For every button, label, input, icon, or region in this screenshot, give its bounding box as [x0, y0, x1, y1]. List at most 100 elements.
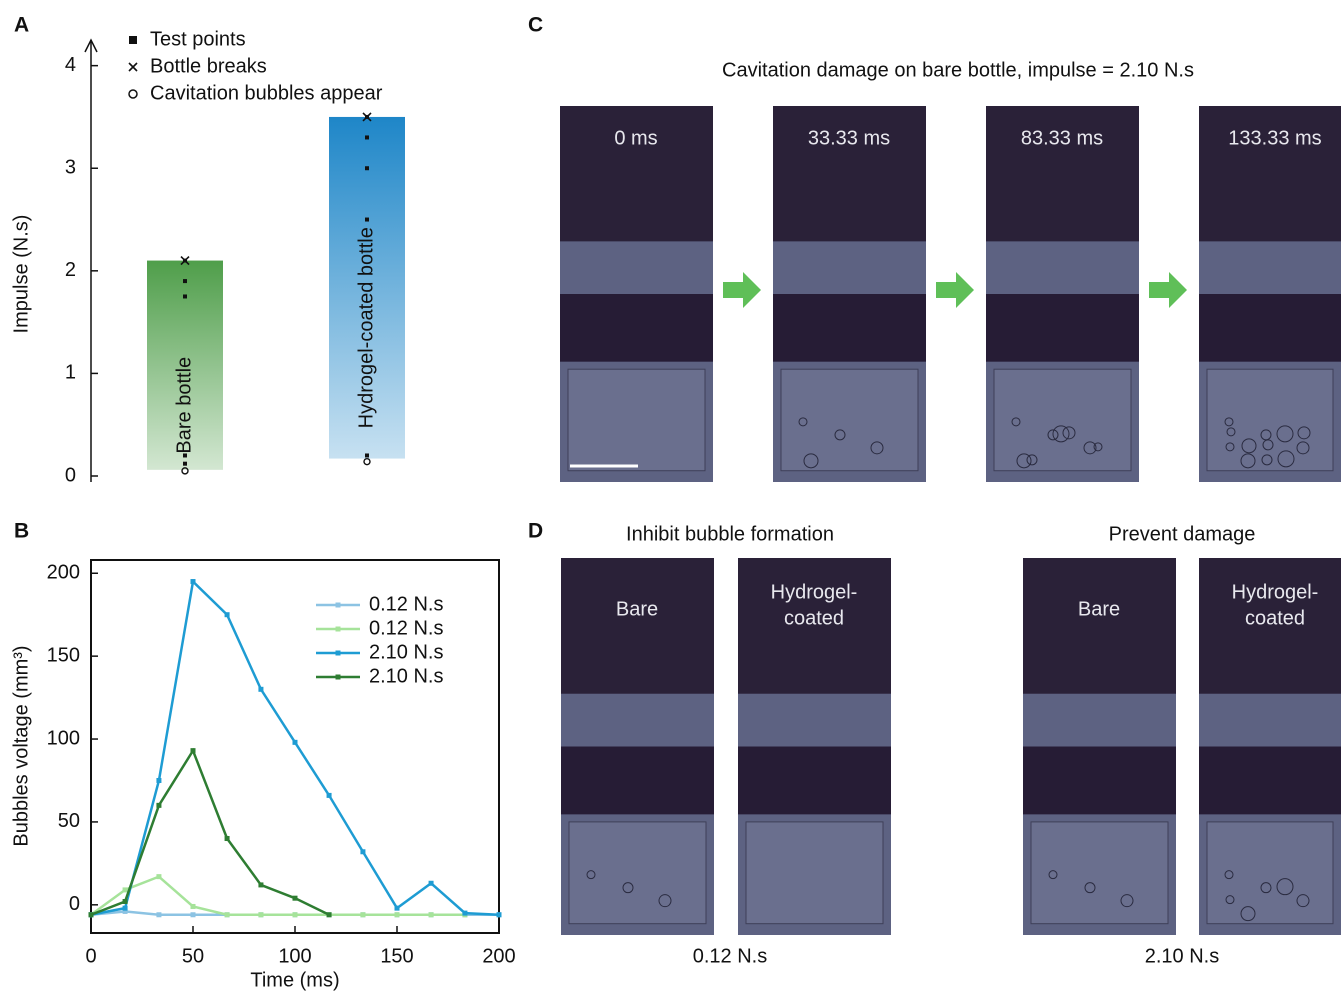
y-tick-label: 1	[65, 362, 76, 384]
y-tick-label: 100	[47, 727, 80, 749]
x-tick-label: 0	[85, 945, 96, 967]
series-line	[90, 875, 465, 917]
y-axis-label: Impulse (N.s)	[10, 215, 32, 334]
photo-label: Hydrogel-	[771, 581, 858, 603]
group-title: Prevent damage	[1109, 523, 1256, 545]
photo-label: 0 ms	[614, 127, 657, 149]
arrow	[936, 272, 974, 308]
cap	[738, 558, 891, 694]
y-tick-label: 150	[47, 644, 80, 666]
photo	[560, 106, 713, 482]
point	[258, 686, 264, 692]
legend-marker	[335, 602, 341, 608]
cap	[986, 106, 1139, 242]
bubble	[1226, 427, 1236, 437]
point	[360, 849, 366, 855]
bubble	[1277, 450, 1295, 468]
group-caption: 2.10 N.s	[1145, 945, 1219, 967]
point	[122, 905, 128, 911]
bubble	[1224, 417, 1234, 427]
point	[156, 777, 162, 783]
point	[292, 912, 298, 918]
y-tick-label: 0	[65, 464, 76, 486]
point	[224, 836, 230, 842]
bubble	[834, 429, 846, 441]
point	[156, 874, 162, 880]
bubble	[1276, 878, 1294, 896]
point	[394, 905, 400, 911]
tape	[560, 294, 713, 362]
test-point	[365, 217, 369, 222]
legend-symbol	[128, 62, 138, 72]
x-tick-label: 50	[182, 945, 204, 967]
tape	[738, 746, 891, 815]
cap	[560, 106, 713, 242]
bubble	[1084, 882, 1096, 894]
tape	[1199, 294, 1341, 362]
arrow	[723, 272, 761, 308]
bubble	[1296, 441, 1310, 455]
legend-marker	[335, 626, 341, 632]
break-marker	[180, 255, 190, 266]
bubble	[1047, 429, 1059, 441]
point	[326, 792, 332, 798]
test-point	[365, 135, 369, 140]
point	[394, 912, 400, 918]
glass	[567, 368, 706, 472]
bubble	[1120, 894, 1134, 908]
point	[190, 748, 196, 754]
bubble-marker	[181, 467, 189, 475]
test-point	[183, 453, 187, 458]
glass	[1030, 821, 1169, 925]
bubble	[1240, 453, 1256, 469]
point	[190, 903, 196, 909]
test-point	[183, 461, 187, 466]
point	[258, 912, 264, 918]
bubble	[1241, 438, 1257, 454]
photo	[1199, 558, 1341, 935]
series-line	[90, 747, 330, 916]
photo-label: Bare	[1078, 598, 1120, 620]
legend-label: 2.10 N.s	[369, 665, 443, 687]
y-axis-label: Bubbles voltage (mm³)	[10, 645, 32, 846]
point	[292, 739, 298, 745]
bubble	[1240, 906, 1256, 922]
point	[122, 887, 128, 893]
photo	[773, 106, 926, 482]
category-label: Hydrogel-coated bottle	[355, 227, 377, 428]
bubble	[622, 882, 634, 894]
bubble	[1225, 442, 1235, 452]
axis-arrow	[84, 38, 98, 53]
bubble	[1276, 425, 1294, 443]
photo-label: Hydrogel-	[1232, 581, 1319, 603]
point	[156, 912, 162, 918]
bubble	[658, 894, 672, 908]
x-tick-label: 200	[482, 945, 515, 967]
plot-frame	[90, 559, 500, 934]
tape	[1199, 746, 1341, 815]
test-point	[365, 166, 369, 171]
point	[292, 895, 298, 901]
legend-marker	[335, 650, 341, 656]
bubble	[870, 441, 884, 455]
bubble	[1083, 441, 1097, 455]
point	[122, 899, 128, 905]
panel-label: D	[528, 520, 543, 543]
legend-label: Cavitation bubbles appear	[150, 82, 383, 104]
point	[122, 908, 128, 914]
point	[326, 912, 332, 918]
glass	[1206, 368, 1334, 472]
bubble	[798, 417, 808, 427]
cap	[1023, 558, 1176, 694]
point	[462, 910, 468, 916]
point	[428, 880, 434, 886]
photo	[738, 558, 891, 935]
y-tick-label: 3	[65, 157, 76, 179]
photo-label: 83.33 ms	[1021, 127, 1103, 149]
panel-label: B	[14, 520, 29, 543]
test-point	[365, 453, 369, 458]
bubble	[1052, 425, 1070, 443]
bubble	[803, 453, 819, 469]
glass	[780, 368, 919, 472]
